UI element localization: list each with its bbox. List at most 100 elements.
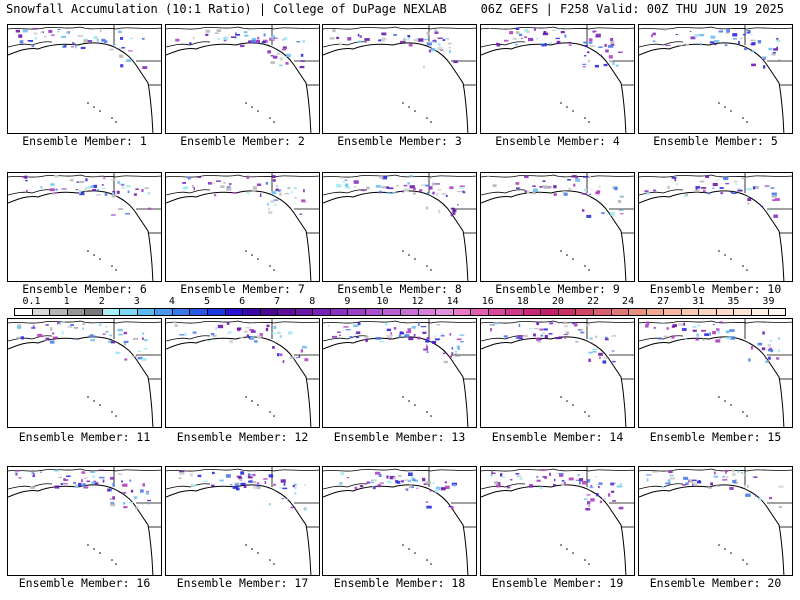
colorbar-swatch — [224, 308, 243, 316]
colorbar-tick-label: 5 — [203, 296, 211, 307]
colorbar-tick-label: 20 — [551, 296, 564, 307]
ensemble-member-label: Ensemble Member: 19 — [491, 576, 624, 590]
colorbar-swatch — [487, 308, 506, 316]
snowfall-map — [639, 467, 792, 575]
ensemble-member-map — [322, 466, 477, 576]
colorbar-swatch — [417, 308, 436, 316]
colorbar-swatch — [593, 308, 611, 316]
ensemble-member-label: Ensemble Member: 7 — [180, 282, 305, 296]
ensemble-member-map — [165, 318, 320, 428]
colorbar-swatch — [610, 308, 629, 316]
colorbar-tick-label: 35 — [727, 296, 740, 307]
ensemble-member-label: Ensemble Member: 4 — [495, 134, 620, 148]
ensemble-member-label: Ensemble Member: 3 — [337, 134, 462, 148]
colorbar-tick-label: 22 — [586, 296, 600, 307]
colorbar-swatch — [277, 308, 295, 316]
colorbar-tick-label: 3 — [133, 296, 140, 307]
ensemble-member-map — [480, 172, 635, 282]
ensemble-member-label: Ensemble Member: 8 — [337, 282, 462, 296]
colorbar-tick-label: 12 — [411, 296, 424, 307]
colorbar-swatch — [382, 308, 400, 316]
snowfall-map — [166, 173, 319, 281]
colorbar-swatch — [522, 308, 541, 316]
colorbar-swatch — [14, 308, 32, 316]
colorbar-tick-label: 24 — [622, 296, 635, 307]
colorbar-swatch — [171, 308, 190, 316]
snowfall-map — [639, 173, 792, 281]
colorbar-swatch — [715, 308, 734, 316]
snowfall-map — [481, 319, 634, 427]
colorbar-swatch — [294, 308, 313, 316]
colorbar-swatch — [31, 308, 50, 316]
ensemble-member-map — [638, 318, 793, 428]
colorbar-tick-label: 8 — [309, 296, 316, 307]
colorbar-swatch — [364, 308, 383, 316]
ensemble-member-map — [165, 466, 320, 576]
colorbar-swatch — [540, 308, 558, 316]
snowfall-colorbar: 0.1 1 2 3 4 5 6 7 8 9 10 12 14 16 18 20 22 24 27 31 35 39 — [14, 297, 786, 318]
colorbar-tick-label: 0.1 — [22, 296, 41, 307]
colorbar-swatch — [400, 308, 418, 316]
ensemble-member-label: Ensemble Member: 12 — [176, 430, 309, 444]
ensemble-member-map — [165, 24, 320, 134]
colorbar-swatch — [680, 308, 699, 316]
colorbar-swatch — [768, 308, 786, 316]
colorbar-swatch — [575, 308, 593, 316]
colorbar-swatch — [49, 308, 67, 316]
ensemble-member-label: Ensemble Member: 10 — [649, 282, 782, 296]
ensemble-member-map — [7, 466, 162, 576]
colorbar-tick-label: 18 — [516, 296, 529, 307]
ensemble-member-map — [638, 172, 793, 282]
colorbar-swatch — [698, 308, 716, 316]
colorbar-tick-label: 16 — [481, 296, 494, 307]
model-valid-time: 06Z GEFS | F258 Valid: 00Z THU JUN 19 20… — [480, 2, 784, 16]
colorbar-swatch — [750, 308, 769, 316]
ensemble-member-map — [638, 24, 793, 134]
colorbar-tick-label: 10 — [376, 296, 389, 307]
colorbar-swatch — [259, 308, 278, 316]
snowfall-map — [639, 319, 792, 427]
colorbar-swatch — [136, 308, 155, 316]
colorbar-swatch — [242, 308, 260, 316]
colorbar-swatch — [628, 308, 646, 316]
colorbar-swatch — [435, 308, 453, 316]
snowfall-map — [166, 467, 319, 575]
ensemble-member-label: Ensemble Member: 20 — [649, 576, 782, 590]
colorbar-swatch — [189, 308, 207, 316]
colorbar-swatch — [452, 308, 471, 316]
snowfall-map — [8, 25, 161, 133]
ensemble-member-label: Ensemble Member: 14 — [491, 430, 624, 444]
colorbar-tick-label: 1 — [63, 296, 70, 307]
colorbar-swatch — [470, 308, 488, 316]
ensemble-member-map — [638, 466, 793, 576]
ensemble-member-label: Ensemble Member: 5 — [653, 134, 778, 148]
snowfall-map — [8, 467, 161, 575]
snowfall-map — [323, 173, 476, 281]
snowfall-map — [166, 25, 319, 133]
ensemble-member-label: Ensemble Member: 15 — [649, 430, 782, 444]
ensemble-member-map — [480, 24, 635, 134]
colorbar-tick-label: 6 — [239, 296, 246, 307]
colorbar-tick-label: 31 — [692, 296, 705, 307]
colorbar-swatch — [733, 308, 751, 316]
snowfall-map — [323, 319, 476, 427]
ensemble-member-map — [322, 318, 477, 428]
colorbar-tick-label: 39 — [762, 296, 775, 307]
ensemble-member-map — [322, 24, 477, 134]
snowfall-map — [481, 173, 634, 281]
ensemble-member-label: Ensemble Member: 17 — [176, 576, 309, 590]
ensemble-member-label: Ensemble Member: 13 — [333, 430, 466, 444]
colorbar-swatch — [84, 308, 102, 316]
snowfall-map — [323, 25, 476, 133]
colorbar-swatch — [347, 308, 365, 316]
colorbar-tick-label: 9 — [344, 296, 351, 307]
ensemble-member-label: Ensemble Member: 9 — [495, 282, 620, 296]
ensemble-member-map — [165, 172, 320, 282]
colorbar-tick-label: 7 — [274, 296, 281, 307]
colorbar-swatch — [119, 308, 137, 316]
ensemble-member-label: Ensemble Member: 6 — [22, 282, 147, 296]
ensemble-member-label: Ensemble Member: 1 — [22, 134, 147, 148]
colorbar-swatch — [645, 308, 664, 316]
colorbar-swatch — [66, 308, 85, 316]
snowfall-map — [323, 467, 476, 575]
